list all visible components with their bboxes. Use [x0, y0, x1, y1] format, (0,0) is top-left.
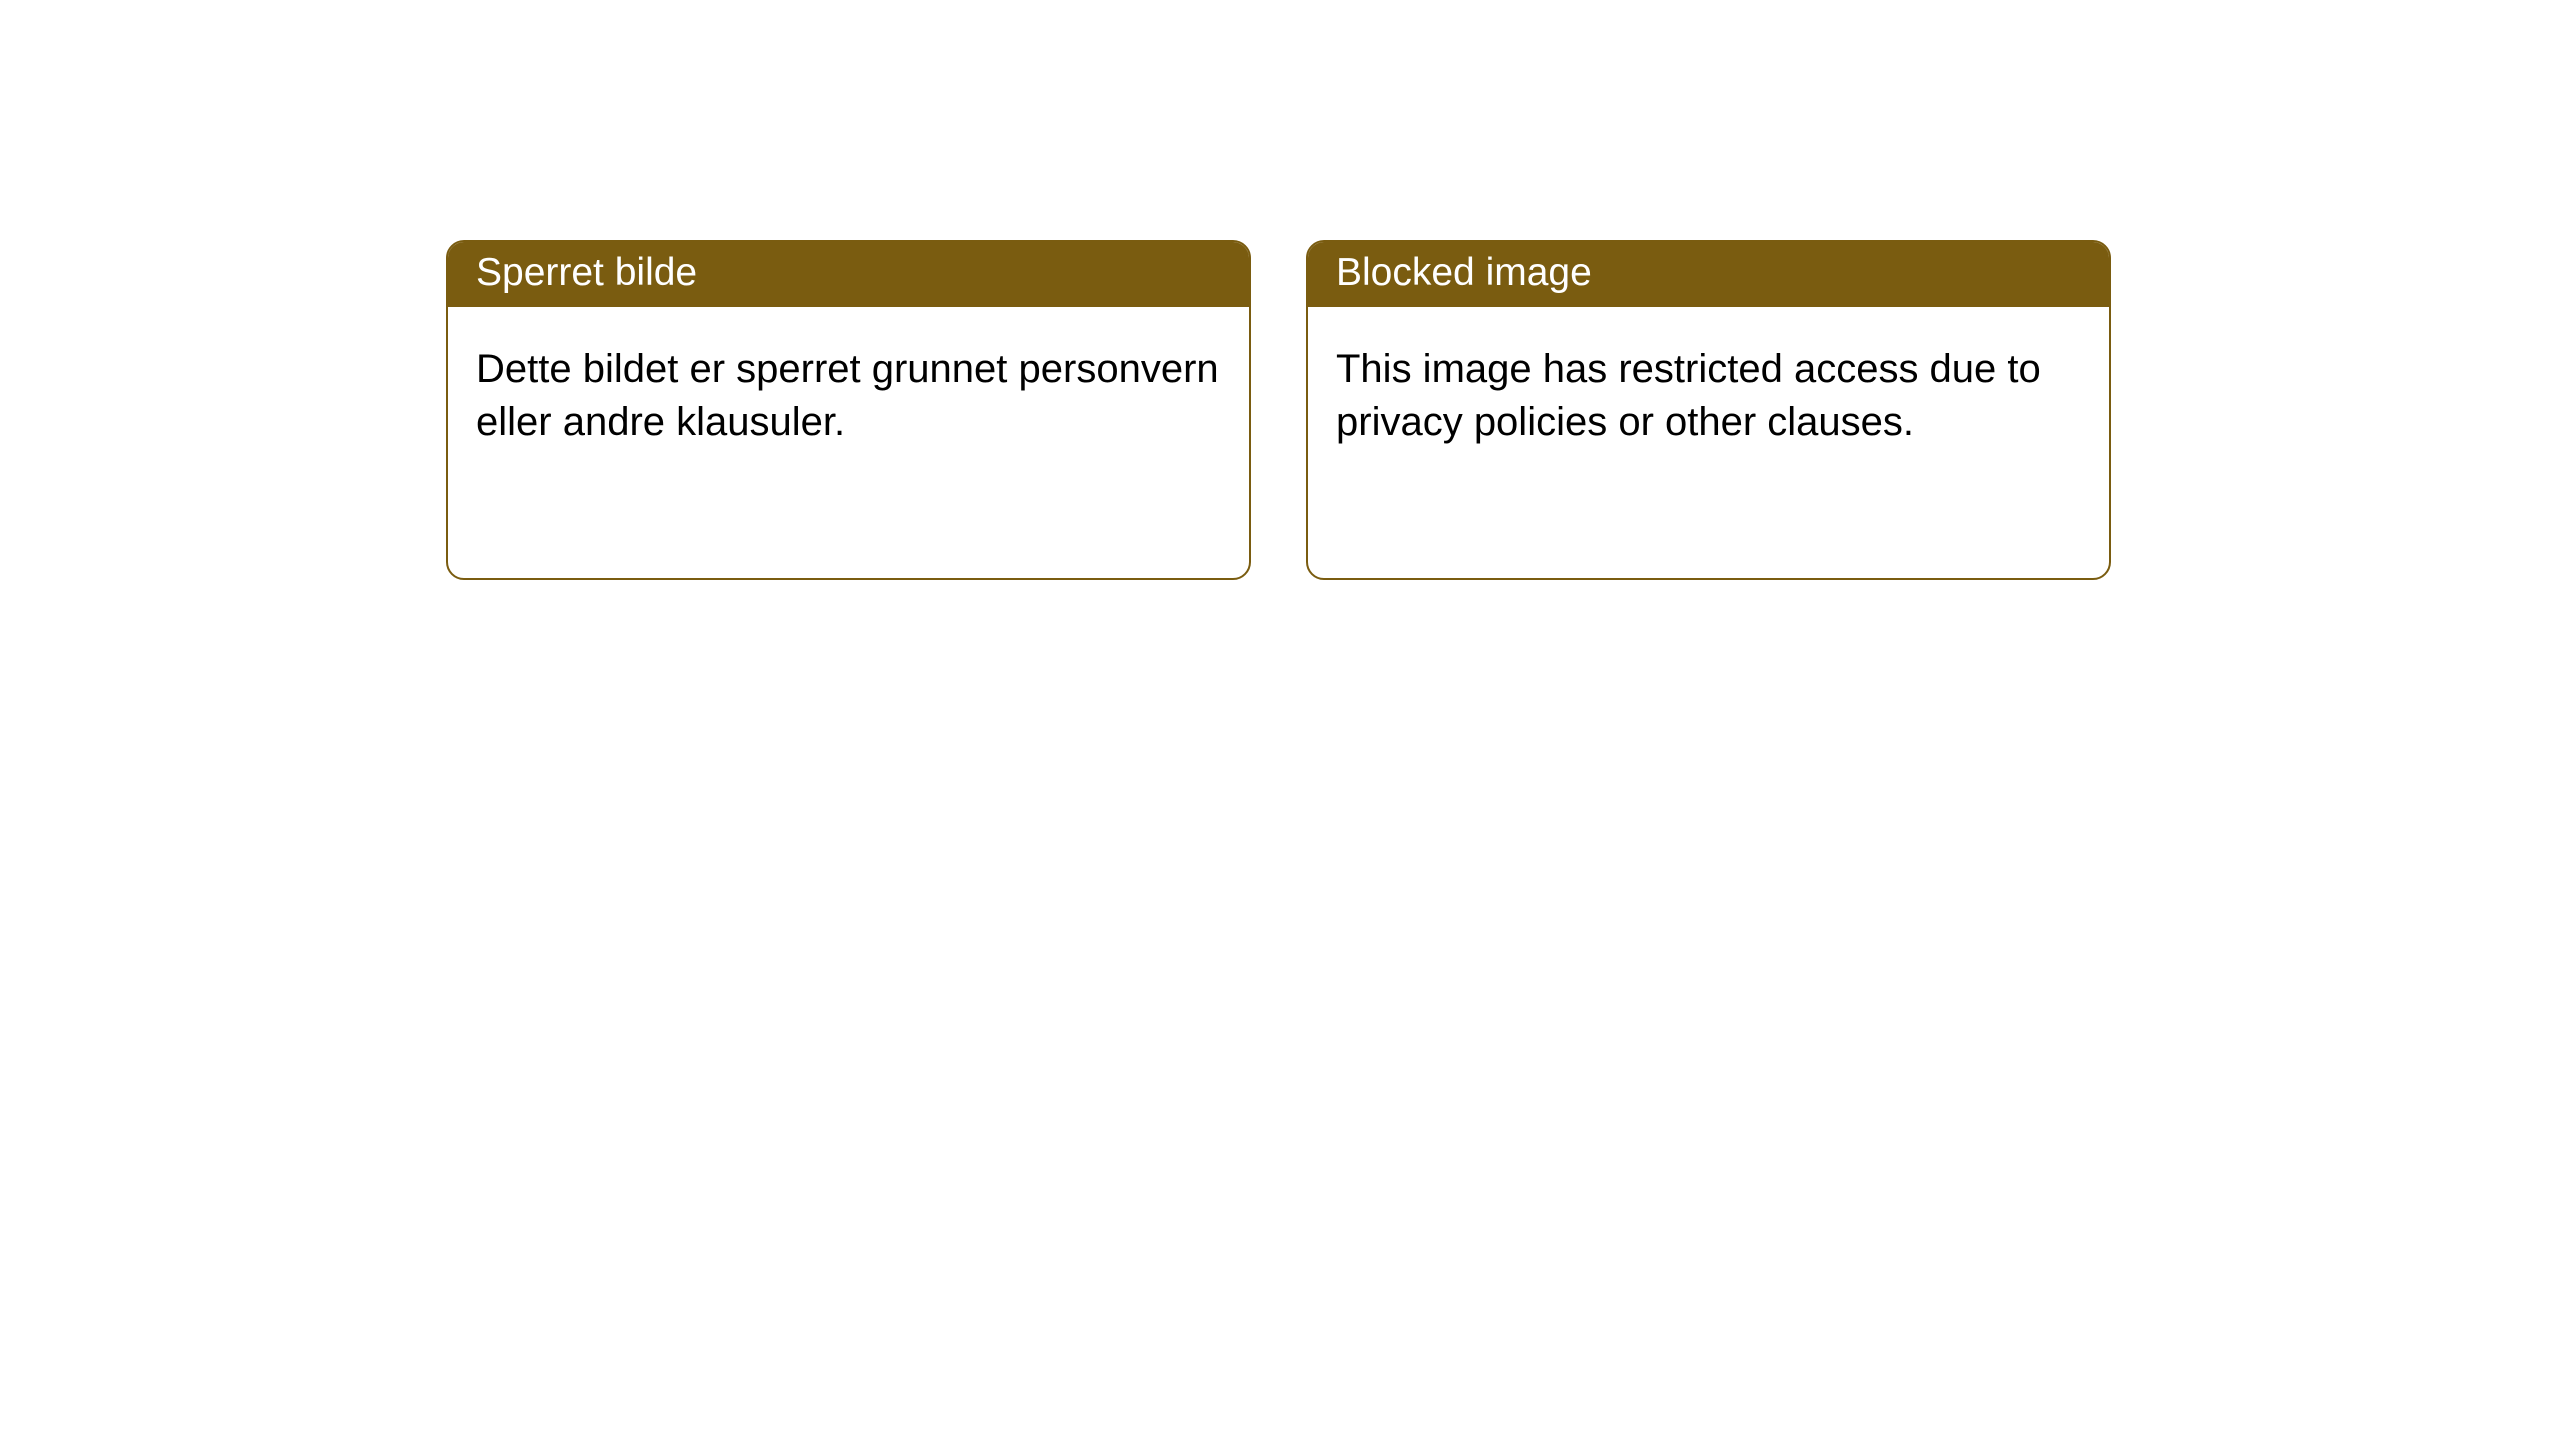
card-title: Blocked image: [1336, 251, 1592, 294]
card-message: Dette bildet er sperret grunnet personve…: [476, 347, 1219, 444]
card-body: This image has restricted access due to …: [1308, 307, 2109, 477]
card-header: Sperret bilde: [448, 242, 1249, 307]
notice-cards-container: Sperret bilde Dette bildet er sperret gr…: [0, 0, 2560, 580]
card-header: Blocked image: [1308, 242, 2109, 307]
notice-card-english: Blocked image This image has restricted …: [1306, 240, 2111, 580]
card-message: This image has restricted access due to …: [1336, 347, 2041, 444]
card-title: Sperret bilde: [476, 251, 697, 294]
notice-card-norwegian: Sperret bilde Dette bildet er sperret gr…: [446, 240, 1251, 580]
card-body: Dette bildet er sperret grunnet personve…: [448, 307, 1249, 477]
